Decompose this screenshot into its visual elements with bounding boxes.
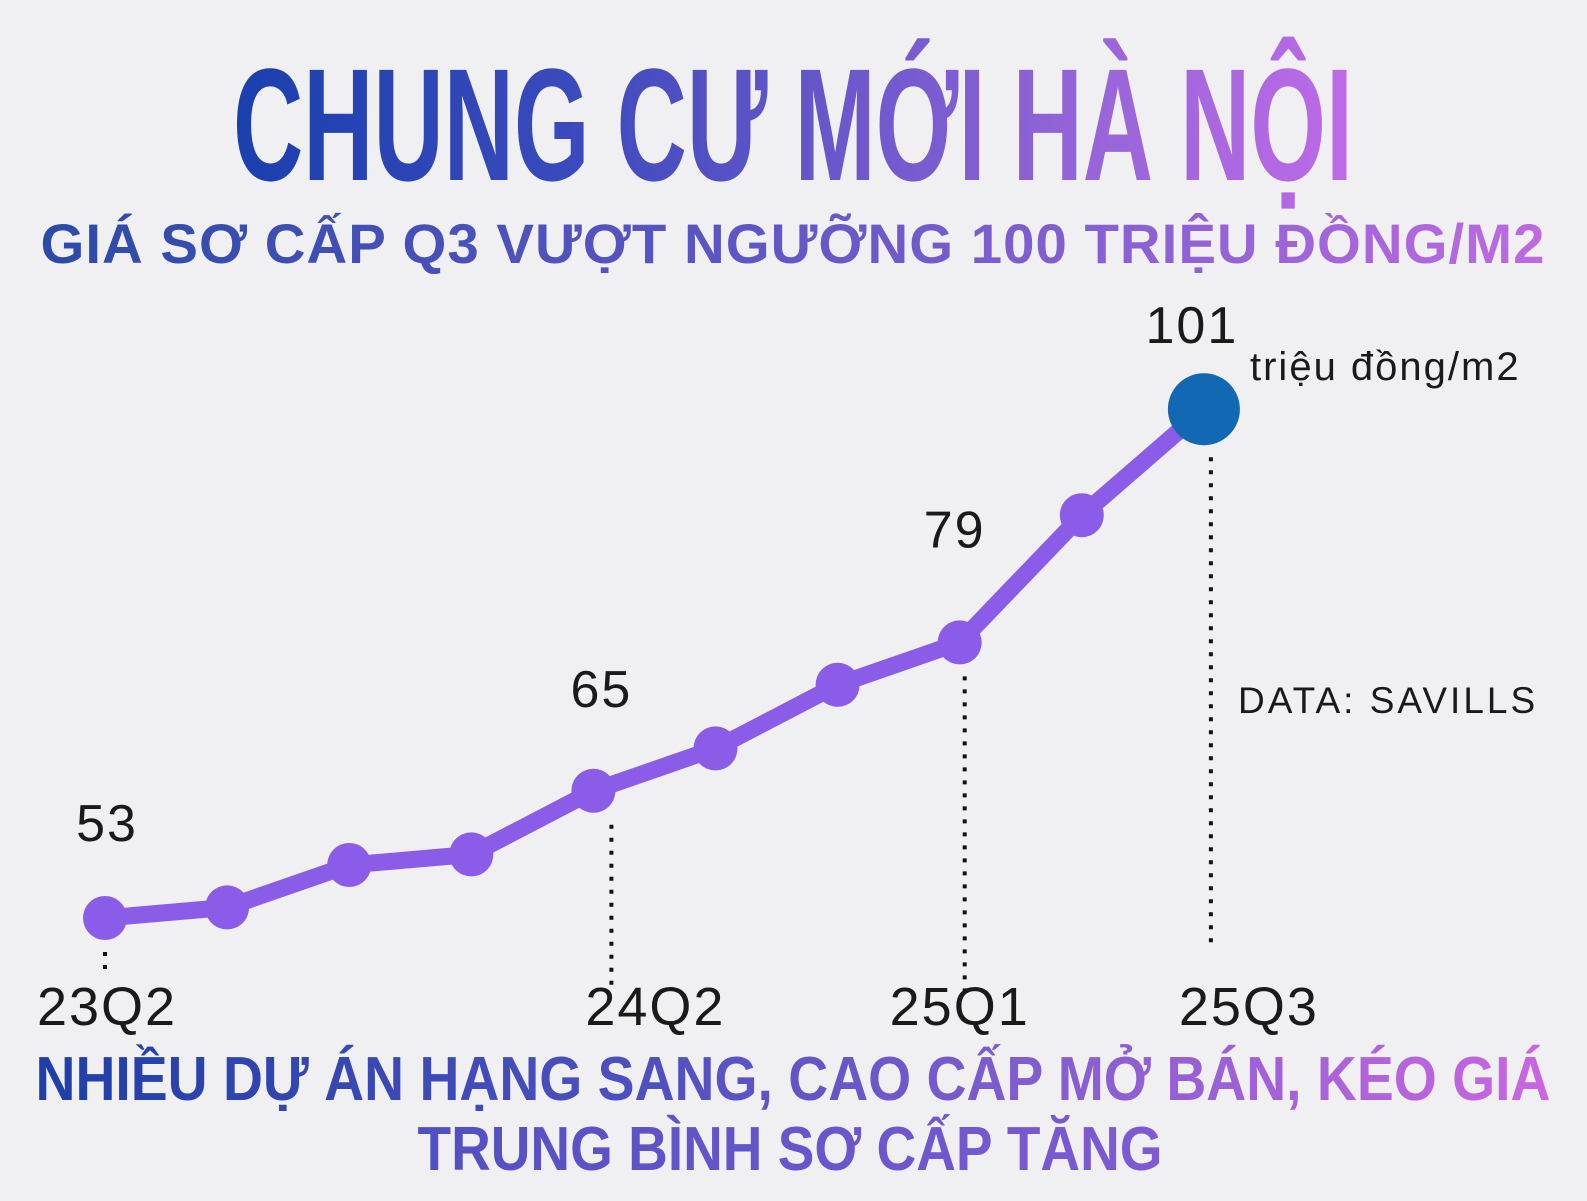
unit-label: triệu đồng/m2 bbox=[1250, 345, 1521, 389]
data-point-24Q4 bbox=[815, 662, 860, 707]
page-title: CHUNG CƯ MỚI HÀ NỘI bbox=[233, 35, 1353, 214]
data-point-23Q4 bbox=[327, 843, 372, 887]
data-point-24Q3 bbox=[693, 726, 738, 771]
data-point-23Q3 bbox=[205, 885, 250, 930]
footer-line2: TRUNG BÌNH SƠ CẤP TĂNG bbox=[418, 1115, 1163, 1184]
footer-line1: NHIỀU DỰ ÁN HẠNG SANG, CAO CẤP MỞ BÁN, K… bbox=[36, 1045, 1551, 1114]
data-point-25Q2 bbox=[1059, 493, 1104, 538]
value-label-24Q2: 65 bbox=[570, 661, 632, 719]
data-point-23Q2 bbox=[83, 896, 127, 940]
value-label-23Q2: 53 bbox=[76, 795, 138, 853]
x-axis-label-24Q2: 24Q2 bbox=[585, 977, 725, 1037]
data-point-24Q2 bbox=[571, 768, 616, 813]
data-point-25Q1 bbox=[937, 620, 982, 665]
x-axis-label-25Q3: 25Q3 bbox=[1179, 977, 1319, 1037]
data-source-label: DATA: SAVILLS bbox=[1238, 680, 1538, 721]
value-label-25Q1: 79 bbox=[924, 501, 986, 559]
page-subtitle: GIÁ SƠ CẤP Q3 VƯỢT NGƯỠNG 100 TRIỆU ĐỒNG… bbox=[41, 212, 1546, 275]
x-axis-label-23Q2: 23Q2 bbox=[37, 977, 177, 1037]
price-trend-line bbox=[96, 400, 1213, 927]
data-point-24Q1 bbox=[449, 832, 494, 877]
value-label-25Q3: 101 bbox=[1146, 297, 1239, 355]
x-axis-label-25Q1: 25Q1 bbox=[890, 977, 1030, 1037]
data-point-highlight-25Q3 bbox=[1167, 373, 1240, 446]
line-chart: 53 65 79 101 23Q2 24Q2 25Q1 25Q3 bbox=[37, 297, 1319, 1037]
